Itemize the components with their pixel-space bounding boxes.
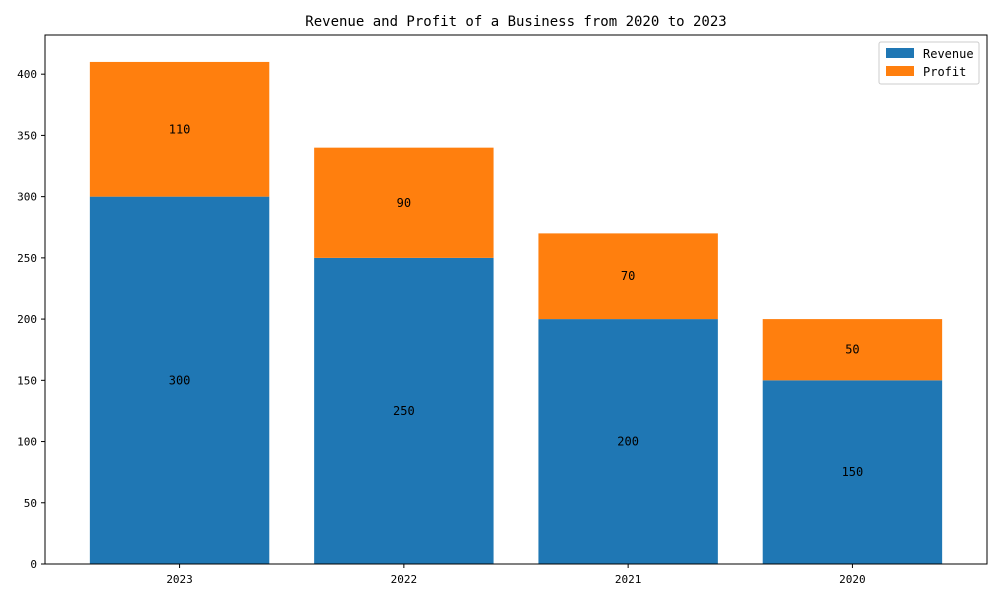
x-tick-label-2022: 2022 <box>391 573 418 586</box>
chart-title: Revenue and Profit of a Business from 20… <box>305 14 726 30</box>
data-label-revenue-2022: 250 <box>393 404 415 418</box>
y-tick-label-150: 150 <box>17 374 37 387</box>
data-label-profit-2021: 70 <box>621 269 635 283</box>
data-label-profit-2022: 90 <box>397 196 411 210</box>
data-label-revenue-2021: 200 <box>617 435 639 449</box>
bar-profit-2023 <box>89 61 270 197</box>
data-labels-layer: 300 110 250 90 200 70 150 50 <box>169 122 864 479</box>
legend: Revenue Profit <box>878 41 980 85</box>
y-tick-label-300: 300 <box>17 191 37 204</box>
bar-revenue-2020 <box>762 380 943 564</box>
y-tick-label-400: 400 <box>17 68 37 81</box>
y-tick-label-350: 350 <box>17 129 37 142</box>
y-tick-label-0: 0 <box>30 558 37 571</box>
y-tick-label-250: 250 <box>17 252 37 265</box>
plot-frame <box>44 34 988 565</box>
data-label-revenue-2020: 150 <box>842 465 864 479</box>
legend-label-profit: Profit <box>923 65 966 79</box>
x-tick-label-2023: 2023 <box>166 573 193 586</box>
bar-profit-2022 <box>314 147 494 258</box>
bar-revenue-2023 <box>89 196 270 564</box>
bar-revenue-2022 <box>314 257 494 564</box>
legend-label-revenue: Revenue <box>923 47 974 61</box>
data-label-profit-2020: 50 <box>845 343 859 357</box>
y-tick-label-50: 50 <box>24 497 37 510</box>
bar-revenue-2021 <box>538 319 718 564</box>
x-tick-label-2020: 2020 <box>839 573 866 586</box>
bar-profit-2020 <box>762 319 943 381</box>
legend-swatch-profit <box>886 66 914 76</box>
y-tick-label-200: 200 <box>17 313 37 326</box>
bar-profit-2021 <box>538 233 718 320</box>
y-tick-label-100: 100 <box>17 436 37 449</box>
legend-swatch-revenue <box>886 48 914 58</box>
x-tick-label-2021: 2021 <box>615 573 642 586</box>
bars-layer <box>89 61 943 564</box>
data-label-revenue-2023: 300 <box>169 373 191 387</box>
data-label-profit-2023: 110 <box>169 122 191 136</box>
axes-layer: 0 50 100 150 200 250 300 350 400 2023 2022 2021 2020 <box>17 34 988 586</box>
